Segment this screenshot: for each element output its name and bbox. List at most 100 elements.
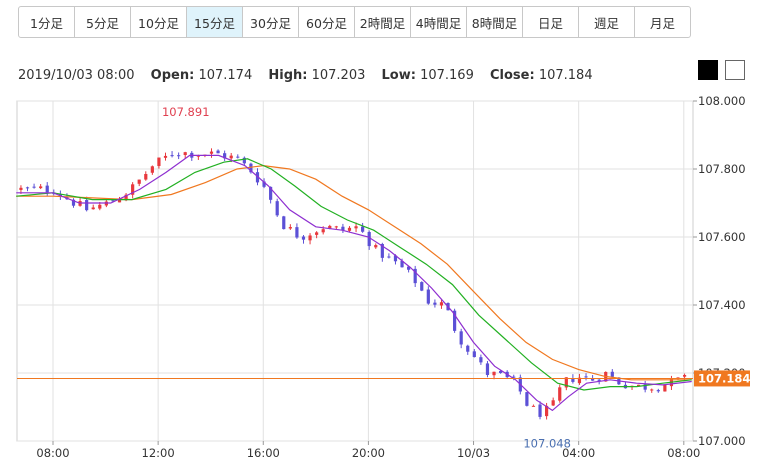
tab-timeframe-8[interactable]: 8時間足	[466, 6, 523, 38]
candle-body	[334, 226, 338, 228]
candle-body	[466, 345, 470, 352]
candle-body	[282, 216, 286, 230]
tab-timeframe-2[interactable]: 10分足	[130, 6, 187, 38]
x-tick-label: 08:00	[667, 446, 700, 460]
ohlc-readout: 2019/10/03 08:00 Open: 107.174 High: 107…	[18, 68, 593, 83]
low-value: 107.169	[420, 68, 474, 83]
candle-body	[597, 379, 601, 381]
dark-theme-toggle[interactable]	[698, 60, 718, 80]
candle-body	[131, 184, 135, 195]
candle-body	[163, 155, 168, 158]
x-tick-label: 20:00	[352, 446, 385, 460]
candle-body	[538, 404, 542, 417]
close-value: 107.184	[538, 68, 593, 83]
candle-body	[636, 384, 641, 387]
candle-body	[453, 310, 457, 331]
candle-body	[558, 387, 562, 401]
tab-timeframe-4[interactable]: 30分足	[242, 6, 299, 38]
tab-timeframe-10[interactable]: 週足	[578, 6, 635, 38]
candle-body	[288, 227, 292, 229]
candle-body	[407, 266, 411, 270]
candle-body	[643, 384, 647, 390]
candle-body	[183, 152, 187, 156]
candle-body	[19, 187, 23, 190]
tab-timeframe-11[interactable]: 月足	[634, 6, 691, 38]
low-label: Low:	[381, 68, 416, 83]
candle-body	[367, 232, 371, 247]
candle-body	[157, 157, 161, 167]
candle-body	[269, 186, 273, 200]
candle-body	[485, 363, 490, 376]
candle-body	[39, 186, 43, 189]
tab-timeframe-0[interactable]: 1分足	[18, 6, 75, 38]
high-annotation: 107.891	[162, 105, 210, 119]
candle-body	[177, 155, 181, 157]
y-tick-label: 107.400	[698, 298, 746, 312]
candle-body	[249, 163, 253, 173]
candle-body	[545, 405, 549, 417]
tab-timeframe-1[interactable]: 5分足	[74, 6, 131, 38]
candle-body	[682, 375, 687, 377]
y-tick-label: 107.600	[698, 230, 746, 244]
candle-body	[321, 229, 325, 233]
candle-body	[590, 377, 595, 381]
tab-timeframe-5[interactable]: 60分足	[298, 6, 355, 38]
candle-body	[426, 289, 430, 304]
candle-body	[551, 400, 555, 406]
x-tick-label: 12:00	[142, 446, 175, 460]
candle-body	[150, 166, 154, 173]
candle-body	[196, 155, 200, 157]
candle-body	[45, 185, 49, 193]
high-label: High:	[268, 68, 308, 83]
moving-average-short	[16, 154, 692, 412]
candle-body	[420, 282, 424, 291]
candle-body	[262, 181, 266, 187]
candle-body	[137, 179, 141, 184]
candle-body	[25, 187, 30, 189]
candle-body	[347, 227, 352, 231]
candle-body	[91, 207, 95, 210]
tab-timeframe-6[interactable]: 2時間足	[354, 6, 411, 38]
candle-body	[610, 371, 614, 377]
candle-body	[571, 378, 575, 382]
candle-body	[361, 226, 365, 232]
tab-timeframe-3[interactable]: 15分足	[186, 6, 243, 38]
candle-body	[656, 390, 660, 392]
candle-body	[32, 186, 36, 188]
candle-body	[117, 199, 122, 203]
moving-average-long	[16, 164, 692, 381]
timeframe-tabs: 1分足 5分足 10分足 15分足 30分足 60分足 2時間足 4時間足 8時間足 日足 週足 月足	[18, 6, 691, 38]
candle-body	[531, 405, 536, 407]
x-tick-label: 08:00	[36, 446, 69, 460]
candle-body	[584, 376, 588, 378]
candle-body	[98, 204, 102, 209]
candle-body	[315, 232, 319, 235]
x-tick-label: 10/03	[457, 446, 490, 460]
open-value: 107.174	[198, 68, 253, 83]
candle-body	[380, 243, 384, 258]
light-theme-toggle[interactable]	[725, 60, 745, 80]
current-price-label: 107.184	[698, 371, 750, 385]
tab-timeframe-7[interactable]: 4時間足	[410, 6, 467, 38]
candle-body	[341, 226, 345, 231]
candle-body	[354, 226, 358, 229]
tab-timeframe-9[interactable]: 日足	[522, 6, 579, 38]
candle-body	[564, 377, 568, 388]
candle-body	[387, 256, 391, 258]
candle-body	[71, 199, 76, 206]
low-annotation: 107.048	[523, 437, 571, 451]
candle-body	[301, 236, 306, 240]
candle-body	[170, 155, 174, 157]
candle-body	[275, 201, 279, 216]
candle-body	[492, 371, 496, 376]
candle-body	[433, 302, 437, 305]
candle-body	[374, 245, 378, 248]
candle-body	[499, 370, 503, 373]
candle-body	[144, 173, 148, 180]
candle-body	[209, 151, 214, 154]
candle-body	[663, 385, 667, 392]
candle-body	[85, 200, 89, 211]
moving-average-mid	[16, 158, 692, 391]
candle-body	[236, 156, 240, 158]
